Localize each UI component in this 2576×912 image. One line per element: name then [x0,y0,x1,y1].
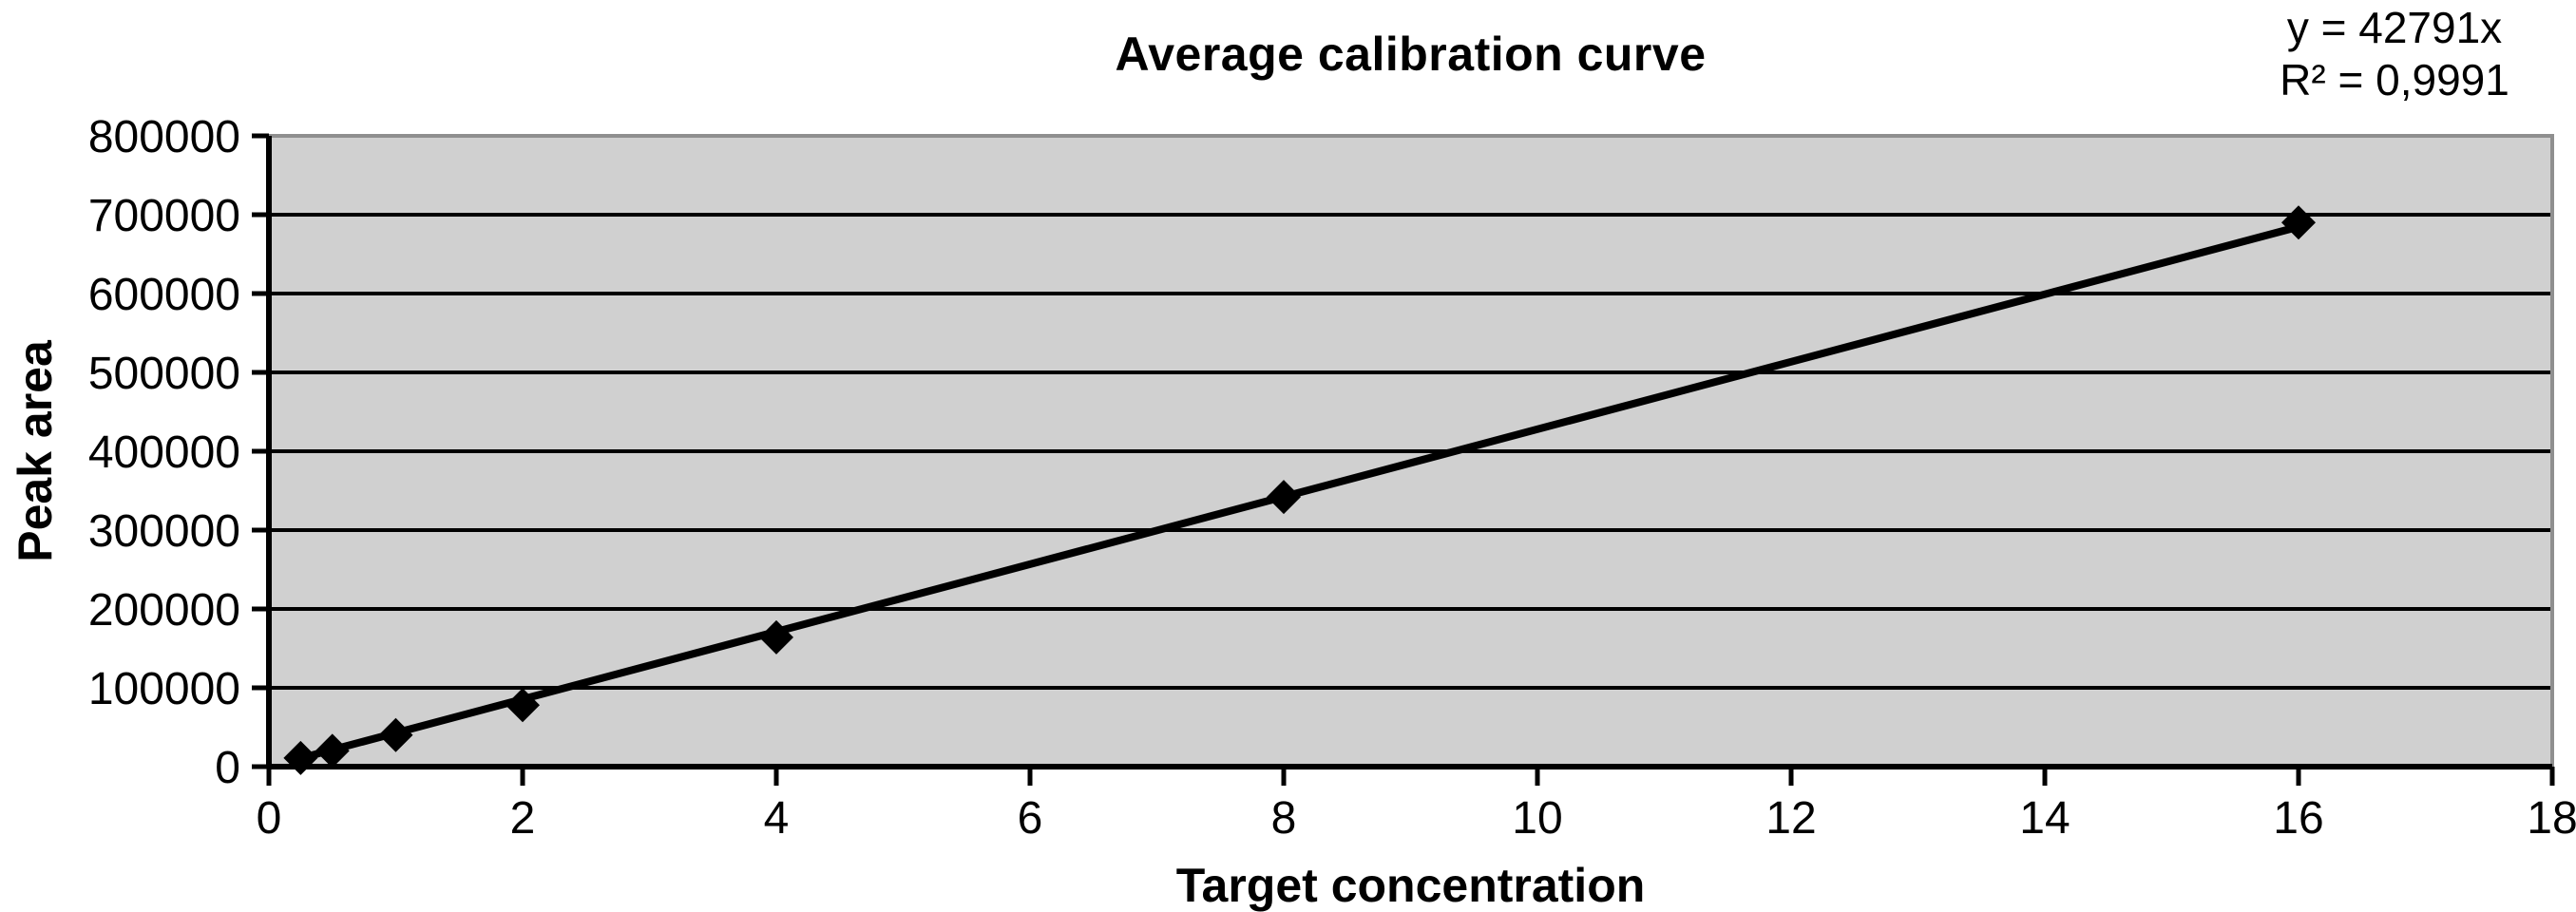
trendline-rsquared-line: R² = 0,9991 [2280,55,2509,104]
data-point-marker [759,619,793,655]
y-tick-label: 400000 [88,428,240,478]
data-point-marker [1267,480,1301,515]
y-tick-label: 200000 [88,585,240,636]
x-tick-label: 4 [764,793,790,844]
y-tick-label: 800000 [88,112,240,162]
y-tick-label: 700000 [88,191,240,241]
x-tick-label: 6 [1018,793,1043,844]
trendline-equation-line: y = 42791x [2286,3,2503,52]
y-tick-label: 600000 [88,270,240,320]
y-tick-label: 100000 [88,664,240,714]
data-point-marker [506,688,540,723]
trendline-equation: y = 42791x R² = 0,9991 [2223,2,2566,106]
x-tick-label: 14 [2019,793,2070,844]
x-tick-label: 10 [1512,793,1562,844]
data-point-marker [283,740,318,775]
trendline [296,222,2302,763]
y-tick-label: 0 [215,743,240,793]
x-tick-label: 16 [2273,793,2323,844]
data-point-marker [2281,205,2316,240]
x-tick-label: 2 [510,793,536,844]
x-axis-title: Target concentration [1175,859,1646,912]
y-tick-label: 500000 [88,349,240,399]
chart-title: Average calibration curve [1115,28,1707,81]
x-tick-label: 12 [1765,793,1816,844]
x-tick-label: 8 [1271,793,1297,844]
data-point-marker [315,733,350,769]
data-point-marker [378,717,413,752]
x-tick-label: 18 [2527,793,2576,844]
y-tick-label: 300000 [88,506,240,557]
x-tick-label: 0 [257,793,282,844]
